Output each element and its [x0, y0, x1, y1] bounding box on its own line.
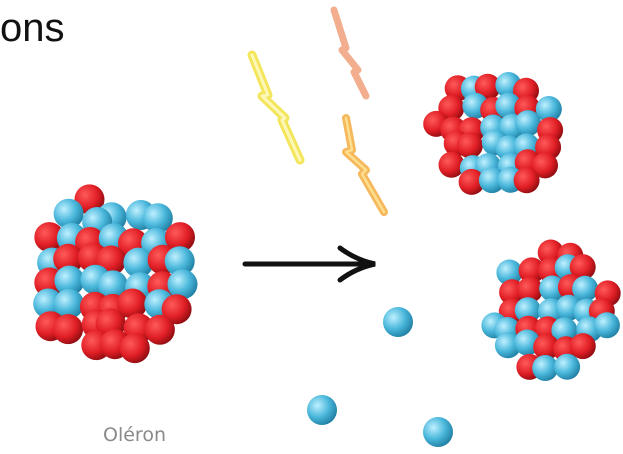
- neutron: [496, 259, 523, 286]
- neutron: [593, 312, 620, 339]
- proton: [161, 294, 192, 325]
- proton: [117, 288, 148, 319]
- proton: [533, 334, 560, 360]
- neutron: [494, 332, 521, 359]
- neutron: [551, 317, 578, 344]
- energy-bolt: [342, 114, 388, 216]
- neutron: [54, 265, 85, 296]
- proton: [458, 168, 485, 195]
- neutron: [535, 96, 562, 122]
- proton: [569, 254, 596, 281]
- neutron: [97, 270, 128, 301]
- neutron: [539, 275, 566, 302]
- neutron: [514, 297, 541, 324]
- neutron: [478, 167, 505, 194]
- energy-bolt: [247, 50, 305, 165]
- proton: [438, 151, 465, 178]
- proton: [532, 152, 558, 179]
- neutron: [554, 353, 581, 380]
- proton: [53, 243, 84, 274]
- neutron: [164, 246, 195, 277]
- neutron: [515, 110, 541, 137]
- energy-bolt: [330, 6, 370, 100]
- free-neutron: [307, 395, 337, 425]
- daughter-nucleus-bottom: [481, 239, 621, 381]
- page-title: ons: [0, 6, 65, 50]
- proton: [34, 222, 65, 253]
- proton: [119, 333, 150, 364]
- proton: [165, 222, 195, 253]
- neutron: [33, 288, 64, 319]
- daughter-nucleus-top: [423, 72, 564, 195]
- neutron: [142, 203, 173, 234]
- neutron: [495, 92, 522, 119]
- free-neutron: [383, 307, 413, 337]
- neutron: [532, 355, 559, 381]
- fission-arrow: [242, 245, 376, 283]
- neutron: [123, 247, 154, 278]
- proton: [516, 276, 543, 303]
- proton: [474, 73, 501, 100]
- neutron: [572, 275, 599, 302]
- free-neutron: [423, 417, 453, 447]
- image-credit: Oléron: [103, 424, 166, 446]
- proton: [569, 333, 596, 360]
- neutron: [53, 198, 84, 229]
- proton: [513, 167, 540, 194]
- neutron: [53, 288, 84, 319]
- proton: [518, 257, 545, 284]
- parent-nucleus: [33, 184, 198, 364]
- proton: [456, 132, 483, 159]
- proton: [144, 314, 175, 345]
- proton: [53, 314, 84, 345]
- proton: [74, 184, 105, 215]
- neutron: [167, 269, 198, 300]
